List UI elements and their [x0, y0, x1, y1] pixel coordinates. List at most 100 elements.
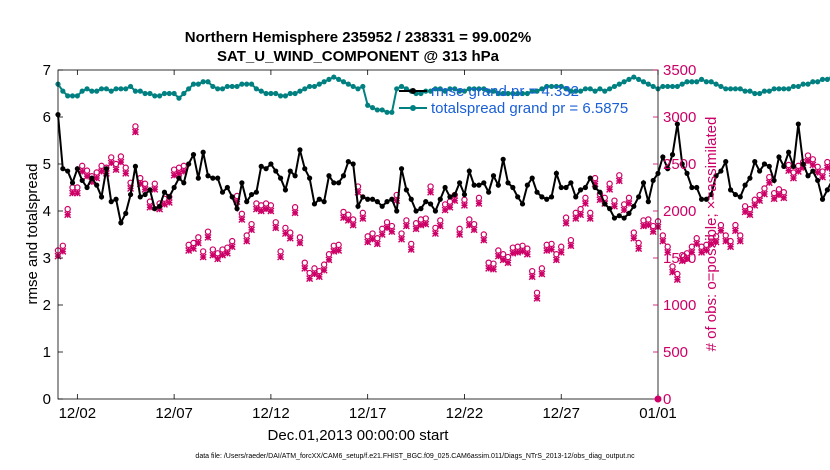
obs-assimilated-glyph [494, 252, 502, 260]
rmse-point [824, 187, 830, 193]
rmse-point [694, 184, 700, 191]
x-tick-label: 01/01 [639, 405, 677, 422]
totalspread-point [89, 88, 95, 94]
obs-assimilated-glyph [388, 228, 396, 236]
totalspread-point [587, 86, 593, 92]
obs-assimilated-point [393, 197, 401, 205]
obs-assimilated-point [330, 247, 338, 255]
obs-assimilated-glyph [204, 233, 212, 241]
obs-assimilated-point [596, 196, 604, 204]
obs-assimilated-glyph [456, 231, 464, 238]
y-right-tick-label: 2500 [663, 156, 696, 173]
obs-assimilated-glyph [465, 221, 473, 229]
obs-assimilated-glyph [770, 195, 778, 203]
rmse-point [490, 173, 497, 179]
obs-assimilated-point [78, 168, 86, 176]
obs-assimilated-glyph [223, 249, 231, 257]
rmse-point [268, 161, 274, 167]
obs-possible-point [180, 162, 188, 170]
obs-assimilated-point [117, 158, 125, 166]
obs-assimilated-point [243, 237, 251, 245]
rmse-point [69, 180, 76, 186]
obs-assimilated-glyph [819, 173, 827, 181]
obs-assimilated-point [199, 253, 207, 261]
rmse-point [248, 191, 255, 198]
obs-assimilated-glyph [509, 249, 517, 257]
rmse-point [577, 187, 584, 193]
obs-assimilated-glyph [489, 265, 497, 273]
totalspread-point [515, 90, 521, 97]
obs-assimilated-point [59, 247, 67, 255]
obs-assimilated-glyph [519, 247, 527, 255]
totalspread-point [500, 90, 506, 97]
obs-assimilated-point [436, 222, 444, 230]
rmse-point [263, 166, 269, 172]
totalspread-point [147, 90, 153, 97]
totalspread-point [582, 86, 589, 92]
totalspread-point [205, 79, 211, 85]
totalspread-point [597, 86, 603, 92]
obs-assimilated-glyph [446, 203, 454, 211]
rmse-point [534, 189, 540, 195]
totalspread-point [723, 86, 729, 92]
obs-possible-point [664, 243, 671, 250]
obs-possible-point [64, 205, 71, 213]
obs-assimilated-point [214, 255, 222, 263]
series-layer [54, 74, 830, 302]
obs-possible-point [703, 241, 710, 249]
obs-assimilated-point [460, 201, 468, 209]
obs-assimilated-glyph [664, 248, 672, 256]
obs-possible-point [480, 231, 488, 238]
obs-assimilated-glyph [165, 199, 173, 207]
rmse-point [703, 196, 709, 202]
totalspread-point [287, 90, 293, 97]
totalspread-point [282, 93, 289, 99]
obs-assimilated-point [635, 245, 643, 253]
y-tick-label: 1 [43, 344, 51, 361]
obs-assimilated-point [707, 240, 715, 248]
obs-assimilated-glyph [291, 209, 299, 217]
obs-assimilated-point [422, 220, 430, 228]
obs-assimilated-glyph [83, 172, 91, 180]
obs-assimilated-glyph [727, 243, 735, 251]
obs-assimilated-glyph [427, 188, 435, 196]
totalspread-point [766, 88, 772, 94]
rmse-point [161, 189, 168, 195]
rmse-point [689, 184, 695, 191]
totalspread-point [602, 88, 608, 94]
obs-assimilated-glyph [572, 215, 580, 223]
obs-assimilated-point [586, 215, 594, 223]
obs-assimilated-glyph [441, 206, 449, 214]
obs-assimilated-point [765, 179, 773, 187]
obs-possible-point [238, 210, 246, 218]
obs-assimilated-point [369, 235, 377, 243]
y-tick-label: 2 [43, 297, 51, 314]
obs-assimilated-point [785, 167, 793, 175]
obs-assimilated-glyph [252, 205, 260, 213]
totalspread-point [360, 83, 366, 90]
obs-assimilated-point [69, 189, 77, 197]
obs-possible-point [519, 242, 526, 249]
obs-assimilated-glyph [359, 215, 367, 223]
obs-assimilated-glyph [189, 245, 197, 253]
rmse-point [103, 166, 109, 172]
obs-possible-point [533, 289, 541, 296]
rmse-point [476, 182, 482, 188]
obs-assimilated-glyph [310, 270, 318, 278]
rmse-point [640, 180, 647, 186]
rmse-point [239, 180, 245, 186]
rmse-point [132, 163, 139, 169]
rmse-point [413, 208, 419, 214]
rmse-point [553, 170, 559, 176]
obs-assimilated-glyph [156, 205, 164, 213]
rmse-point [645, 199, 651, 205]
obs-assimilated-glyph [398, 235, 406, 243]
totalspread-point [321, 79, 327, 85]
obs-assimilated-glyph [277, 253, 285, 261]
obs-zero-marker [654, 395, 662, 403]
obs-possible-point [649, 222, 657, 230]
rmse-point [326, 173, 332, 179]
obs-possible-point [582, 194, 589, 202]
obs-assimilated-point [349, 221, 357, 229]
rmse-point [277, 175, 284, 181]
